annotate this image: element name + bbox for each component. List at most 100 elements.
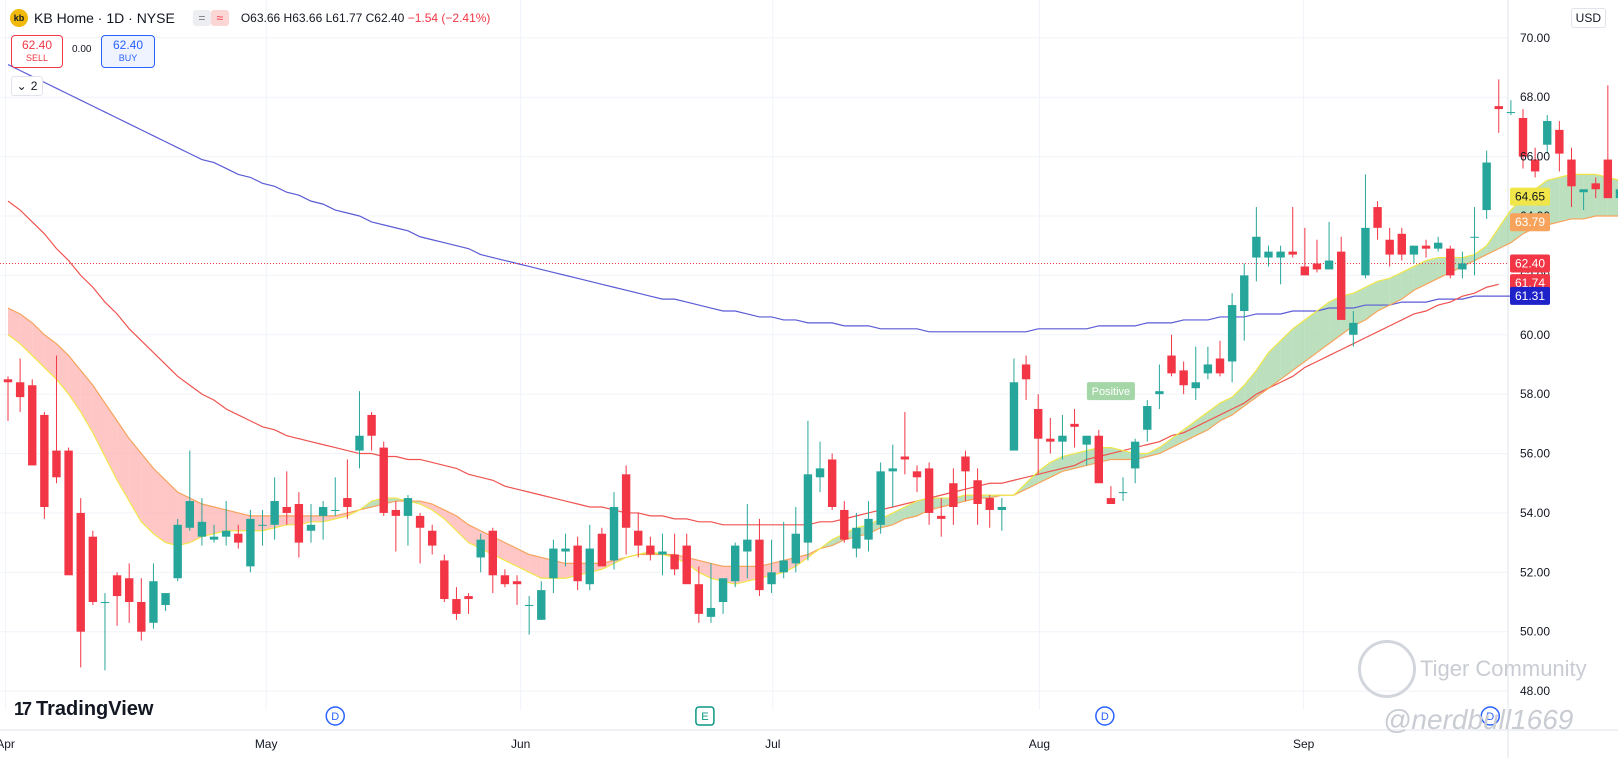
candle-body bbox=[1591, 183, 1600, 190]
ma-cloud-segment bbox=[1547, 177, 1560, 225]
ma-cloud-segment bbox=[92, 385, 105, 457]
candle-body bbox=[3, 379, 13, 383]
candle-body bbox=[1409, 245, 1419, 255]
candle bbox=[1046, 417, 1055, 454]
candle-body bbox=[1530, 159, 1540, 172]
candle-body bbox=[1615, 189, 1618, 199]
y-tick-label: 66.00 bbox=[1520, 150, 1550, 164]
ma-cloud-segment bbox=[323, 515, 336, 522]
candle bbox=[306, 504, 316, 543]
candle bbox=[1191, 346, 1200, 401]
earnings-event-icon[interactable]: E bbox=[695, 706, 715, 726]
candle bbox=[1470, 207, 1479, 276]
ma-mid-line bbox=[7, 215, 1618, 567]
candle-body bbox=[452, 599, 461, 614]
candle-body bbox=[440, 560, 449, 600]
price-tag bbox=[1510, 213, 1550, 232]
candle-body bbox=[731, 545, 740, 582]
event-marker-label: E bbox=[701, 711, 708, 723]
candle bbox=[1094, 429, 1103, 484]
y-tick-label: 48.00 bbox=[1520, 684, 1550, 698]
candle-body bbox=[1118, 492, 1128, 494]
candle bbox=[1433, 236, 1443, 252]
candle bbox=[973, 468, 982, 525]
candle bbox=[682, 533, 691, 585]
candle-body bbox=[997, 506, 1007, 510]
candle-body bbox=[1458, 263, 1467, 270]
ma-cloud-segment bbox=[529, 554, 542, 579]
candle-body bbox=[173, 524, 182, 579]
chart-mode-toggle[interactable]: = ≈ bbox=[192, 10, 229, 26]
x-tick-label: Aug bbox=[1029, 737, 1050, 751]
candle-body bbox=[488, 530, 497, 576]
dividend-event-icon[interactable]: D bbox=[325, 706, 345, 726]
candle bbox=[621, 465, 631, 555]
candle-body bbox=[912, 471, 922, 478]
candle-body bbox=[1397, 233, 1406, 255]
candle-body bbox=[1203, 364, 1213, 374]
candle bbox=[403, 495, 413, 546]
watermark-handle: @nerdbull1669 bbox=[1383, 704, 1574, 735]
candle bbox=[949, 468, 958, 525]
candle-body bbox=[524, 604, 534, 606]
candle-body bbox=[1494, 106, 1503, 110]
ma-cloud-segment bbox=[432, 504, 445, 519]
sell-button[interactable]: 62.40 SELL bbox=[11, 35, 63, 68]
event-marker-shape bbox=[695, 706, 715, 726]
ma-cloud-segment bbox=[1365, 281, 1378, 320]
candle-body bbox=[1421, 245, 1431, 249]
ma-cloud-segment bbox=[1583, 174, 1596, 219]
candle bbox=[961, 450, 970, 502]
candle bbox=[1058, 414, 1067, 460]
candle-body bbox=[1337, 251, 1346, 320]
candle bbox=[1409, 245, 1419, 264]
candle bbox=[1203, 346, 1213, 380]
candle-body bbox=[428, 530, 437, 546]
candle-body bbox=[1130, 441, 1140, 469]
candle bbox=[64, 447, 73, 576]
candle-body bbox=[1179, 370, 1188, 386]
candle-body bbox=[634, 530, 643, 546]
candle-body bbox=[1385, 239, 1394, 255]
equals-icon[interactable]: = bbox=[192, 10, 211, 26]
candle bbox=[440, 554, 449, 603]
ma-cloud-segment bbox=[226, 509, 239, 531]
candle bbox=[76, 498, 85, 668]
open-value: O63.66 bbox=[240, 11, 281, 25]
y-tick-label: 52.00 bbox=[1520, 565, 1550, 579]
symbol-title[interactable]: KB Home · 1D · NYSE bbox=[34, 10, 175, 26]
candle bbox=[840, 501, 849, 543]
ma-cloud-segment bbox=[141, 453, 154, 534]
chevron-down-icon: ⌄ bbox=[16, 79, 27, 93]
candle-body bbox=[561, 548, 570, 552]
y-tick-label: 54.00 bbox=[1520, 506, 1550, 520]
candle-body bbox=[1446, 248, 1455, 276]
ma-cloud-segment bbox=[1183, 420, 1196, 442]
candle bbox=[876, 462, 885, 534]
ma-cloud-segment bbox=[1159, 438, 1172, 454]
ma-cloud-segment bbox=[20, 313, 33, 356]
y-tick-label: 56.00 bbox=[1520, 447, 1550, 461]
approx-icon[interactable]: ≈ bbox=[210, 10, 229, 26]
candle bbox=[779, 521, 788, 579]
buy-button[interactable]: 62.40 BUY bbox=[101, 35, 155, 68]
candle-body bbox=[246, 518, 255, 567]
candle-body bbox=[1518, 117, 1528, 157]
candle bbox=[1579, 189, 1588, 211]
indicators-toggle[interactable]: ⌄ 2 bbox=[11, 76, 43, 96]
dividend-event-icon[interactable]: D bbox=[1095, 706, 1115, 726]
candle bbox=[1482, 150, 1491, 219]
candle bbox=[888, 444, 897, 507]
candle-body bbox=[1361, 227, 1370, 276]
currency-selector[interactable]: USD bbox=[1570, 8, 1606, 28]
tradingview-mark-icon: 17 bbox=[14, 699, 32, 719]
dividend-event-icon[interactable]: D bbox=[1480, 706, 1501, 726]
ma-cloud-segment bbox=[1389, 272, 1402, 306]
candle-body bbox=[1167, 355, 1176, 374]
tradingview-logo[interactable]: 17 TradingView bbox=[14, 698, 153, 721]
candle-body bbox=[1324, 260, 1334, 270]
candle-body bbox=[791, 533, 800, 564]
candle bbox=[1106, 486, 1116, 505]
candle-body bbox=[1433, 242, 1443, 249]
